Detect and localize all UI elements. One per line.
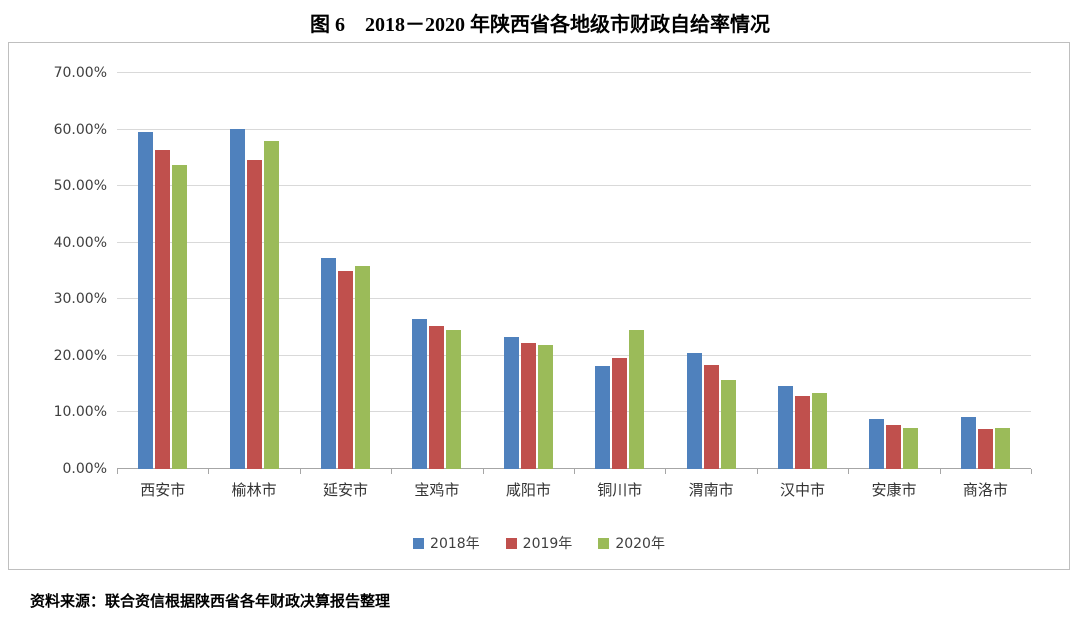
bar-2020年	[263, 140, 279, 469]
x-axis-category-label: 商洛市	[962, 481, 1008, 499]
legend-item-2019年: 2019年	[505, 533, 573, 553]
x-axis-line	[117, 468, 1031, 469]
legend-swatch-icon	[505, 537, 517, 549]
legend-label: 2019年	[522, 536, 573, 552]
y-axis-tick-label: 60.00%	[53, 121, 107, 138]
bar-group-咸阳市	[483, 73, 574, 469]
x-axis-tick	[1031, 469, 1032, 474]
bar-2020年	[537, 345, 553, 469]
gridline	[117, 411, 1031, 413]
x-axis-tick	[391, 469, 393, 474]
x-axis-tick-row	[117, 469, 1032, 474]
bar-2018年	[778, 385, 794, 469]
x-axis-category-label: 安康市	[871, 481, 917, 499]
bar-2019年	[155, 149, 171, 469]
bar-group-延安市	[300, 73, 391, 469]
x-axis-tick	[482, 469, 484, 474]
bar-group-西安市	[117, 73, 208, 469]
bar-2018年	[138, 132, 154, 469]
bar-2018年	[229, 129, 245, 469]
legend-item-2018年: 2018年	[413, 533, 480, 553]
plot-area: 0.00% 10.00% 20.00% 30.00% 40.00% 50.00% 60.00…	[54, 65, 1031, 477]
bar-2020年	[172, 165, 188, 469]
x-axis-category-label: 延安市	[323, 481, 369, 499]
gridline	[117, 354, 1031, 356]
y-axis-tick-label: 40.00%	[53, 234, 107, 251]
bar-2019年	[612, 357, 628, 469]
legend-label: 2018年	[430, 536, 480, 552]
bar-group-铜川市	[574, 73, 665, 469]
gridline	[117, 298, 1031, 300]
source-note: 资料来源：联合资信根据陕西省各年财政决算报告整理	[30, 594, 391, 610]
bar-2019年	[520, 343, 536, 469]
bar-groups	[117, 73, 1031, 469]
bar-2020年	[355, 265, 371, 469]
x-axis-tick	[574, 469, 575, 474]
legend-swatch-icon	[413, 537, 425, 549]
bar-group-安康市	[848, 73, 939, 469]
chart-title: 图 6 2018－2020 年陕西省各地级市财政自给率情况	[310, 14, 770, 36]
bar-2019年	[338, 271, 354, 469]
bar-2020年	[903, 427, 919, 469]
x-axis-labels: 西安市 榆林市 延安市 宝鸡市 咸阳市 铜川市 渭南市 汉中市 安康市 商洛市	[117, 479, 1031, 500]
gridline	[117, 72, 1031, 73]
y-axis-tick-label: 10.00%	[53, 404, 107, 421]
bar-2020年	[812, 393, 828, 469]
x-axis-tick	[117, 469, 118, 474]
y-axis-tick-label: 0.00%	[62, 461, 107, 477]
y-axis-tick-label: 50.00%	[53, 178, 107, 195]
bar-group-汉中市	[757, 73, 848, 469]
bar-group-渭南市	[665, 73, 756, 469]
bar-2018年	[686, 353, 702, 469]
x-axis-tick	[299, 469, 301, 474]
bar-2018年	[869, 419, 885, 469]
bar-2020年	[994, 428, 1010, 469]
bar-2019年	[795, 396, 811, 469]
bar-2019年	[886, 425, 902, 469]
bar-group-商洛市	[940, 73, 1031, 469]
x-axis-tick	[756, 469, 758, 474]
bar-group-宝鸡市	[391, 73, 482, 469]
x-axis-category-label: 榆林市	[231, 481, 277, 499]
chart-box: 0.00% 10.00% 20.00% 30.00% 40.00% 50.00% 60.00…	[8, 42, 1070, 570]
bar-2020年	[629, 330, 645, 469]
x-axis-category-label: 汉中市	[780, 481, 826, 499]
bar-2019年	[246, 160, 262, 469]
bar-2018年	[503, 336, 519, 469]
bar-2018年	[960, 416, 976, 469]
gridline	[117, 185, 1031, 187]
x-axis-tick	[665, 469, 667, 474]
bar-2018年	[412, 318, 428, 469]
legend-label: 2020年	[615, 536, 665, 552]
gridline	[117, 128, 1031, 130]
bar-2018年	[321, 258, 337, 469]
bar-2020年	[446, 330, 462, 469]
bar-2019年	[429, 326, 445, 469]
grid-layer: 0.00% 10.00% 20.00% 30.00% 40.00% 50.00% 60.00…	[54, 65, 1031, 477]
x-axis-tick	[208, 469, 210, 474]
y-axis-tick-label: 70.00%	[53, 65, 107, 81]
x-axis-tick	[848, 469, 850, 474]
bar-group-榆林市	[208, 73, 299, 469]
x-axis-category-label: 咸阳市	[505, 481, 551, 499]
legend: 2018年 2019年 2020年	[9, 533, 1069, 553]
x-axis-category-label: 渭南市	[688, 481, 734, 499]
bar-2019年	[703, 364, 719, 469]
bar-2019年	[977, 429, 993, 469]
x-axis-category-label: 宝鸡市	[414, 481, 460, 499]
bar-2020年	[720, 380, 736, 469]
legend-item-2020年: 2020年	[598, 533, 665, 553]
gridline	[117, 241, 1031, 243]
x-axis-tick	[939, 469, 941, 474]
x-axis-category-label: 铜川市	[597, 481, 643, 499]
y-axis-tick-label: 20.00%	[53, 347, 107, 364]
legend-swatch-icon	[598, 537, 610, 549]
x-axis-category-label: 西安市	[140, 481, 186, 499]
bar-2018年	[595, 366, 611, 469]
y-axis-tick-label: 30.00%	[53, 291, 107, 308]
